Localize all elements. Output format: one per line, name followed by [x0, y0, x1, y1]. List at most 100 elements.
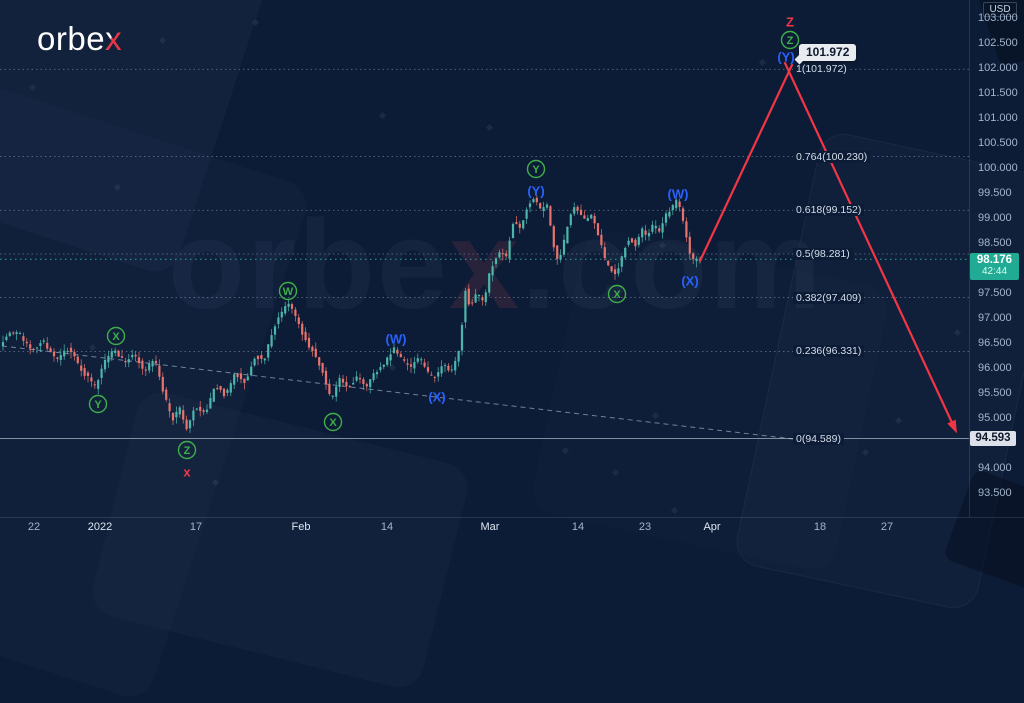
wave-circle: [177, 440, 197, 460]
time-tick: Feb: [291, 521, 311, 533]
candle-body: [29, 344, 32, 349]
wave-label-blue[interactable]: (X): [428, 390, 445, 405]
candle-body: [49, 348, 52, 352]
candle-body: [83, 368, 86, 376]
candle-body: [545, 204, 549, 208]
fib-label[interactable]: 0.236(96.331): [793, 345, 865, 358]
candle-body: [552, 226, 555, 248]
candle-body: [654, 225, 657, 229]
candle-body: [423, 362, 426, 367]
fib-label[interactable]: 1(101.972): [793, 63, 850, 76]
candle-body: [80, 365, 83, 371]
candle-body: [233, 374, 236, 385]
candle-body: [277, 317, 280, 324]
candle-body: [498, 252, 501, 258]
fib-label[interactable]: 0.618(99.152): [793, 204, 865, 217]
candle-body: [389, 354, 392, 361]
wave-label-red[interactable]: Z: [786, 15, 794, 30]
time-axis-border: [0, 517, 1024, 518]
candle-body: [25, 341, 28, 344]
fib-label[interactable]: 0(94.589): [793, 432, 844, 445]
price-tick: 95.500: [978, 387, 1012, 399]
candle-body: [668, 211, 671, 217]
candle-body: [532, 199, 535, 203]
fib-label[interactable]: 0.382(97.409): [793, 291, 865, 304]
wave-label-green-x[interactable]: X: [323, 412, 343, 432]
candle-body: [103, 359, 107, 370]
candle-body: [260, 355, 263, 359]
candle-body: [335, 386, 338, 397]
candle-body: [630, 238, 634, 243]
wave-label-green-z[interactable]: Z: [780, 30, 800, 50]
candle-body: [117, 350, 120, 357]
candle-body: [348, 386, 351, 388]
wave-label-green-y[interactable]: Y: [526, 159, 546, 179]
candle-body: [634, 239, 637, 247]
candle-body: [447, 365, 450, 371]
wave-label-blue[interactable]: (X): [681, 274, 698, 289]
wave-label-green-w[interactable]: W: [278, 281, 298, 301]
candle-body: [195, 408, 198, 410]
candle-body: [596, 223, 600, 236]
wave-label-green-x[interactable]: X: [106, 326, 126, 346]
candle-body: [114, 350, 117, 353]
candle-body: [430, 374, 433, 376]
candle-body: [695, 258, 698, 261]
bar-countdown: 42:44: [981, 266, 1008, 277]
candle-body: [600, 234, 603, 246]
candle-body: [124, 361, 127, 363]
candle-body: [243, 378, 246, 384]
candle-body: [386, 357, 389, 365]
price-tick: 96.000: [978, 362, 1012, 374]
wave-label-blue[interactable]: (Y): [527, 184, 544, 199]
fib-label[interactable]: 0.5(98.281): [793, 247, 853, 260]
candle-body: [328, 383, 331, 394]
target-price-value: 94.593: [975, 432, 1011, 444]
candle-body: [675, 199, 678, 209]
projection-arrow-line[interactable]: [783, 61, 956, 429]
price-tick: 97.500: [978, 287, 1012, 299]
wave-label-red[interactable]: x: [183, 465, 191, 480]
candle-body: [22, 336, 25, 341]
candle-body: [579, 209, 583, 216]
wave-label-green-x[interactable]: X: [607, 284, 627, 304]
candle-body: [491, 266, 494, 276]
fib-label[interactable]: 0.764(100.230): [793, 150, 871, 163]
candle-body: [263, 358, 266, 361]
trendline[interactable]: [1, 345, 794, 440]
candle-body: [239, 373, 243, 380]
candle-body: [358, 377, 362, 380]
projection-arrowhead[interactable]: [947, 419, 957, 434]
price-tooltip: 101.972: [799, 44, 857, 61]
candle-body: [219, 386, 222, 390]
price-tick: 97.000: [978, 312, 1012, 324]
candle-body: [324, 370, 328, 384]
candle-body: [586, 218, 589, 221]
candle-body: [685, 221, 688, 238]
target-price-badge: 94.593: [970, 431, 1016, 446]
candle-body: [256, 355, 260, 360]
time-tick: 18: [813, 521, 827, 533]
wave-label-blue[interactable]: (Y): [777, 50, 794, 65]
wave-circle: [106, 326, 126, 346]
wave-label-blue[interactable]: (W): [668, 187, 689, 202]
candle-body: [562, 239, 566, 255]
candle-body: [573, 207, 576, 214]
candle-body: [454, 360, 457, 371]
wave-label-blue[interactable]: (W): [386, 332, 407, 347]
candle-body: [76, 356, 79, 364]
candle-body: [450, 369, 453, 371]
candle-body: [488, 273, 491, 293]
candle-body: [86, 372, 90, 376]
candle-body: [148, 363, 151, 371]
wave-label-green-z[interactable]: Z: [177, 440, 197, 460]
candle-body: [437, 372, 440, 377]
projection-arrow-line[interactable]: [698, 63, 794, 263]
candle-body: [222, 388, 226, 397]
candle-body: [481, 297, 484, 301]
candle-body: [192, 410, 195, 421]
candle-body: [52, 351, 56, 357]
wave-label-green-y[interactable]: Y: [88, 394, 108, 414]
candle-body: [525, 209, 528, 219]
